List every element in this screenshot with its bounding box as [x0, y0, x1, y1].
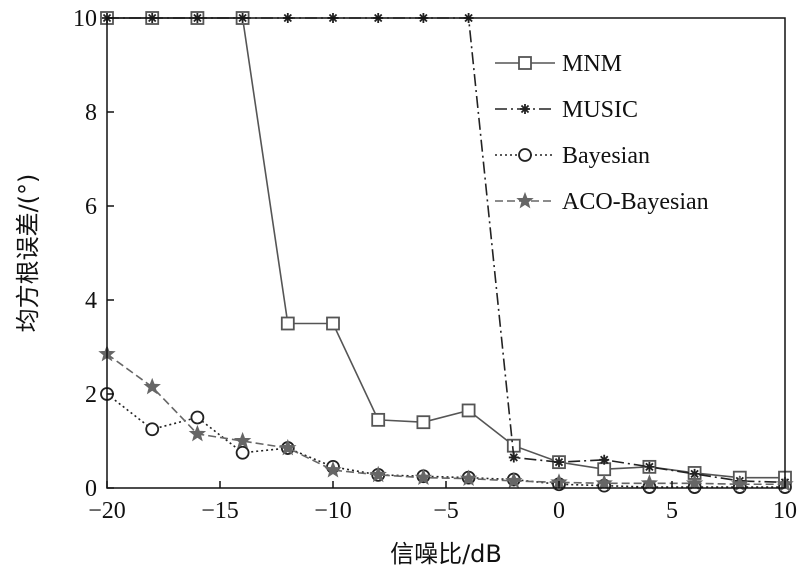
legend: MNM MUSIC Bayesian ACO-Bayesian [495, 51, 709, 215]
series-aco-bayesian-marker [414, 468, 433, 486]
series-mnm-marker [416, 415, 431, 430]
series-music-marker [599, 454, 610, 465]
series-aco-bayesian-marker [595, 474, 613, 491]
series-mnm-marker [326, 316, 340, 331]
series-music-marker [689, 468, 700, 479]
legend-music-marker [520, 104, 530, 114]
series-mnm [100, 11, 792, 485]
y-tick-label: 0 [85, 476, 97, 502]
series-mnm-marker [280, 316, 295, 331]
series-music-marker [644, 461, 655, 472]
series-line-mnm [107, 17, 785, 479]
series-bayesian-marker [190, 410, 205, 425]
series-line-music [107, 17, 786, 484]
plot-frame [106, 17, 786, 489]
y-tick-label: 2 [85, 382, 97, 408]
series-aco-bayesian-marker [233, 431, 252, 449]
series-line-aco-bayesian [106, 353, 785, 486]
x-tick-label: −5 [433, 498, 459, 524]
series-layer [98, 11, 794, 494]
y-tick-label: 8 [85, 100, 97, 126]
legend-bayesian-marker [518, 148, 532, 162]
y-axis-label: 均方根误差/(°) [14, 174, 42, 333]
series-aco-bayesian-marker [459, 469, 478, 486]
legend-label: Bayesian [562, 143, 650, 169]
series-aco-bayesian-marker [188, 424, 207, 442]
series-mnm-marker [371, 412, 386, 427]
series-aco-bayesian-marker [685, 474, 704, 491]
y-tick-label: 6 [85, 194, 97, 220]
series-aco-bayesian-marker [324, 461, 342, 478]
series-bayesian-marker [235, 445, 250, 460]
ticks-layer: −20 −15 −10 −5 0 5 10 0 2 4 6 8 10 [73, 6, 797, 524]
x-tick-label: −15 [201, 498, 239, 524]
series-bayesian [100, 387, 792, 494]
x-tick-label: −10 [314, 498, 352, 524]
legend-entry-music: MUSIC [495, 97, 638, 123]
series-mnm-marker [597, 462, 612, 477]
legend-label: MNM [562, 51, 622, 77]
y-tick-label: 10 [73, 6, 97, 32]
legend-entry-mnm: MNM [495, 51, 622, 77]
series-line-bayesian [106, 393, 785, 488]
series-aco-bayesian-marker [279, 438, 297, 456]
x-tick-label: −20 [88, 498, 126, 524]
series-aco-bayesian-marker [143, 377, 161, 395]
series-aco-bayesian-marker [505, 471, 523, 489]
series-aco-bayesian-marker [640, 474, 659, 491]
series-mnm-marker [461, 403, 476, 418]
series-aco-bayesian-marker [369, 465, 387, 483]
x-tick-label: 10 [773, 498, 797, 524]
series-bayesian-marker [145, 422, 160, 437]
series-music-marker [508, 452, 519, 463]
x-tick-label: 5 [666, 498, 678, 524]
series-music-marker [554, 457, 564, 468]
legend-label: MUSIC [562, 97, 638, 123]
legend-label: ACO-Bayesian [562, 189, 709, 215]
legend-aco-bayesian-marker [516, 191, 534, 209]
legend-entry-aco-bayesian: ACO-Bayesian [495, 189, 709, 215]
legend-entry-bayesian: Bayesian [495, 143, 650, 169]
y-tick-label: 4 [85, 288, 97, 314]
legend-mnm-marker [518, 56, 532, 70]
x-axis-label: 信噪比/dB [390, 540, 502, 568]
x-tick-label: 0 [553, 498, 565, 524]
